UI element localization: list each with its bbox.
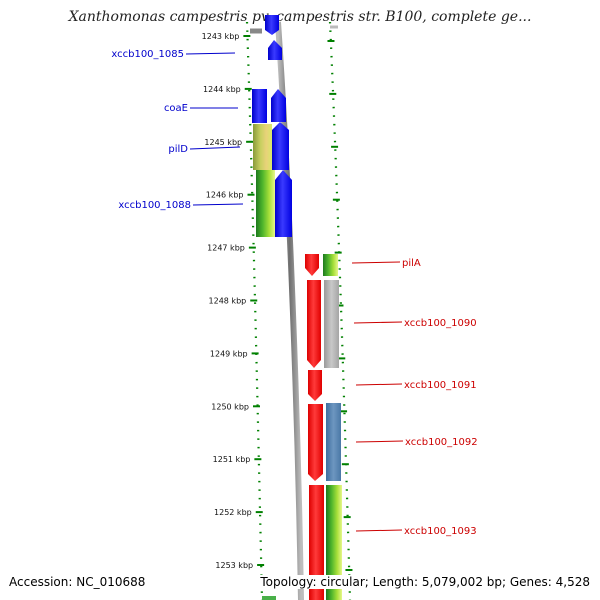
label-leader-line — [192, 203, 244, 206]
scale-tick-label: 1243 kbp — [202, 32, 240, 41]
guide-rail-right — [328, 21, 352, 600]
gene-label-xccb100_1093[interactable]: xccb100_1093 — [404, 526, 477, 537]
forward-strand-track — [252, 15, 292, 237]
scale-tick-label: 1248 kbp — [209, 297, 247, 306]
gene-arrow-pilD[interactable] — [272, 122, 289, 170]
label-leader-line — [355, 440, 404, 443]
gene-label-pilA[interactable]: pilA — [402, 258, 421, 269]
label-leader-line — [353, 321, 403, 324]
gene-block-grey[interactable] — [324, 280, 339, 368]
label-leader-line — [355, 383, 403, 386]
scale-tick-label: 1249 kbp — [210, 349, 248, 358]
gene-label-xccb100_1088[interactable]: xccb100_1088 — [118, 200, 191, 211]
scale-tick-label: 1244 kbp — [203, 85, 241, 94]
gene-label-xccb100_1092[interactable]: xccb100_1092 — [405, 437, 478, 448]
scale-tick-label: 1253 kbp — [215, 561, 253, 570]
gene-labels-layer: xccb100_1085 coaE pilD xccb100_1088 pilA xccb… — [111, 49, 477, 537]
gene-arrow-coaE[interactable] — [252, 89, 267, 123]
gene-arrow-xccb100_1091[interactable] — [308, 370, 322, 401]
gene-arrow-xccb100_1093[interactable] — [309, 485, 324, 600]
label-leader-line — [185, 52, 236, 55]
gene-arrow-xccb100_1085[interactable] — [268, 40, 282, 60]
gene-label-xccb100_1085[interactable]: xccb100_1085 — [111, 49, 184, 60]
gene-block-olive[interactable] — [253, 124, 272, 170]
scale-tick-label: 1252 kbp — [214, 508, 252, 517]
scale-tick-label: 1251 kbp — [213, 455, 251, 464]
scale-tick-label: 1245 kbp — [204, 138, 242, 147]
label-leader-line — [189, 146, 241, 150]
accession-text: Accession: NC_010688 — [9, 575, 146, 589]
map-title: Xanthomonas campestris pv. campestris st… — [68, 9, 532, 25]
gene-block-green-fwd[interactable] — [256, 170, 275, 237]
guide-rail-left — [245, 21, 264, 600]
gene-arrow-xccb100_1092[interactable] — [308, 404, 323, 481]
reverse-strand-track — [262, 254, 342, 600]
scale-tick-label: 1246 kbp — [206, 191, 244, 200]
genome-summary-text: Topology: circular; Length: 5,079,002 bp… — [260, 575, 590, 589]
gene-arrow-fwd-top[interactable] — [265, 15, 279, 35]
scale-tick-label: 1250 kbp — [211, 402, 249, 411]
gene-arrow-pilA[interactable] — [305, 254, 319, 276]
gene-label-coaE[interactable]: coaE — [164, 103, 188, 114]
scale-tick-label: 1247 kbp — [207, 244, 245, 253]
gene-block-green-pilA[interactable] — [323, 254, 338, 276]
gene-label-pilD[interactable]: pilD — [168, 144, 188, 155]
scale-layer: 1243 kbp 1244 kbp 1245 kbp 1246 kbp 1247 kbp… — [202, 32, 353, 571]
gene-arrow-xccb100_1090[interactable] — [307, 280, 321, 368]
gene-block-steel[interactable] — [326, 403, 341, 481]
label-leader-line — [355, 529, 403, 532]
gene-arrow-xccb100_1088[interactable] — [275, 170, 292, 237]
gene-label-xccb100_1091[interactable]: xccb100_1091 — [404, 380, 477, 391]
gene-label-xccb100_1090[interactable]: xccb100_1090 — [404, 318, 477, 329]
gene-arrow-coaE-companion[interactable] — [271, 89, 286, 122]
label-leader-line — [351, 261, 401, 264]
gene-block-bottom-green[interactable] — [262, 596, 276, 600]
gene-block-green-rev[interactable] — [326, 485, 342, 600]
